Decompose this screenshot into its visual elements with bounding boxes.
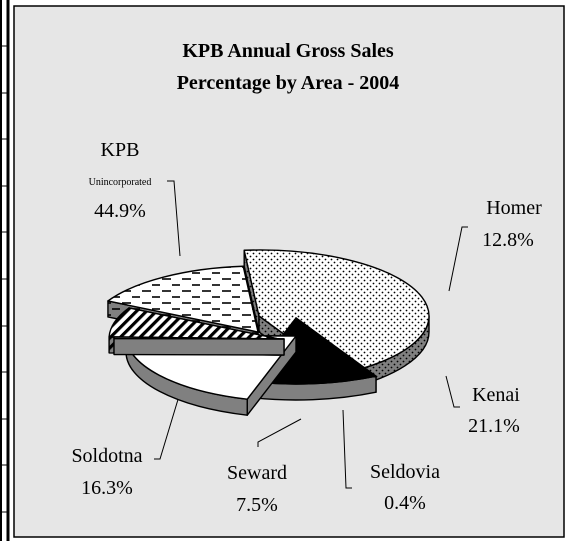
label-kenai-value: 21.1% <box>468 415 520 437</box>
chart-title-line-1: KPB Annual Gross Sales <box>182 40 394 62</box>
label-kenai-name: Kenai <box>472 384 520 406</box>
slice-soldotna-top <box>107 265 259 333</box>
label-homer-value: 12.8% <box>482 229 534 251</box>
leader-seward <box>257 418 302 447</box>
slice-seldovia-start-face <box>113 337 285 356</box>
label-soldotna-name: Soldotna <box>71 445 142 467</box>
slice-kpb-top <box>243 249 430 375</box>
sheet-left-edge <box>0 0 10 541</box>
label-seward-name: Seward <box>227 462 287 484</box>
label-soldotna-value: 16.3% <box>81 477 133 499</box>
leader-homer <box>448 226 468 292</box>
leader-lines <box>154 180 468 489</box>
label-kpb-value: 44.9% <box>94 200 146 222</box>
label-seldovia-name: Seldovia <box>370 461 440 483</box>
leader-kenai <box>445 375 460 408</box>
leader-kpb <box>167 180 181 257</box>
slice-seldovia <box>113 336 285 356</box>
slice-seward-top <box>108 307 280 340</box>
label-kpb-subname: Unincorporated <box>89 177 152 188</box>
leader-soldotna <box>154 372 187 460</box>
label-seldovia-value: 0.4% <box>384 492 426 514</box>
slice-seldovia-top <box>113 336 285 340</box>
data-labels: KPB Unincorporated 44.9% Homer 12.8% Ken… <box>71 139 542 516</box>
leader-seldovia <box>342 409 352 489</box>
label-seward-value: 7.5% <box>236 494 278 516</box>
label-homer-name: Homer <box>486 197 542 219</box>
pie-slices <box>107 249 430 416</box>
label-kpb-name: KPB <box>101 139 140 161</box>
chart-title-line-2: Percentage by Area - 2004 <box>177 72 400 94</box>
